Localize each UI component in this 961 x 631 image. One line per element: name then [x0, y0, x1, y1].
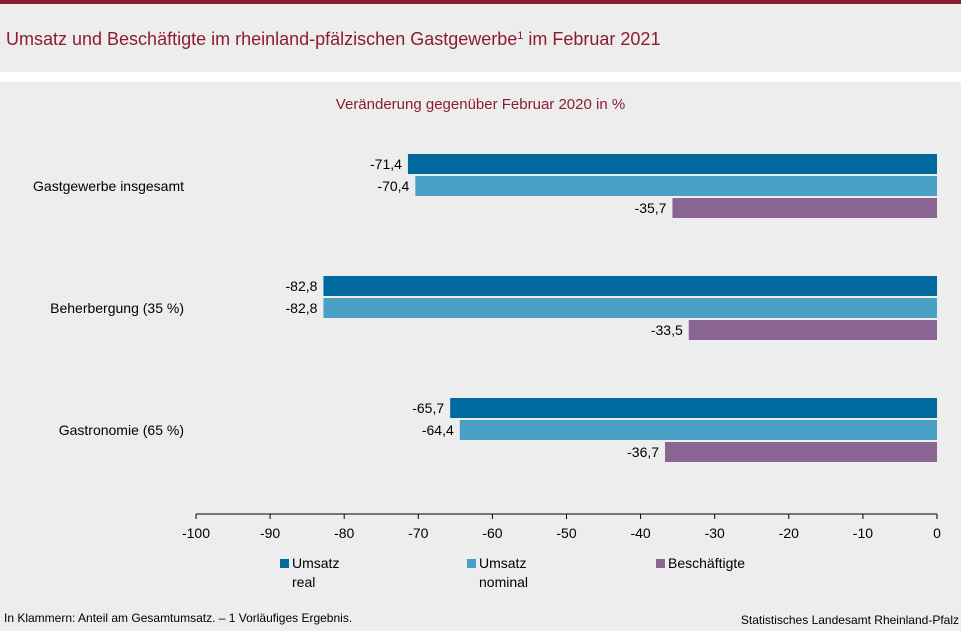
data-label: -82,8 — [286, 300, 318, 316]
chart-subtitle: Veränderung gegenüber Februar 2020 in % — [0, 96, 961, 113]
footnote: In Klammern: Anteil am Gesamtumsatz. – 1… — [4, 611, 353, 625]
bar — [323, 298, 937, 318]
bar — [688, 320, 937, 340]
bar — [459, 420, 937, 440]
x-tick-label: -30 — [705, 525, 725, 541]
legend-swatch-umsatz-nominal — [467, 559, 476, 568]
category-label: Gastronomie (65 %) — [59, 422, 184, 438]
x-tick-label: -40 — [630, 525, 650, 541]
legend-label-beschaeftigte: Beschäftigte — [668, 555, 746, 571]
bar — [665, 442, 937, 462]
title-main: Umsatz und Beschäftigte im rheinland-pfä… — [6, 29, 518, 49]
bar — [407, 154, 937, 174]
data-label: -33,5 — [651, 322, 683, 338]
legend-swatch-umsatz-real — [280, 559, 289, 568]
data-label: -71,4 — [370, 156, 402, 172]
x-tick-label: -50 — [556, 525, 576, 541]
x-tick-label: -20 — [779, 525, 799, 541]
source-credit: Statistisches Landesamt Rheinland-Pfalz — [740, 613, 959, 627]
x-tick-label: -100 — [182, 525, 210, 541]
bar — [415, 176, 937, 196]
x-tick-label: -90 — [260, 525, 280, 541]
bar — [672, 198, 937, 218]
chart-title: Umsatz und Beschäftigte im rheinland-pfä… — [6, 29, 660, 50]
x-tick-label: -10 — [853, 525, 873, 541]
data-label: -36,7 — [627, 444, 659, 460]
x-tick-label: -80 — [334, 525, 354, 541]
category-label: Gastgewerbe insgesamt — [33, 178, 184, 194]
x-tick-label: -70 — [408, 525, 428, 541]
title-footnote-mark: 1 — [517, 30, 524, 42]
category-label: Beherbergung (35 %) — [50, 300, 184, 316]
legend-swatch-beschaeftigte — [656, 559, 665, 568]
data-label: -64,4 — [422, 422, 454, 438]
x-tick-label: -60 — [482, 525, 502, 541]
bar — [450, 398, 937, 418]
bar — [323, 276, 937, 296]
x-tick-label: 0 — [933, 525, 941, 541]
title-suffix: im Februar 2021 — [523, 29, 661, 49]
top-accent-bar — [0, 0, 961, 4]
data-label: -65,7 — [412, 400, 444, 416]
data-label: -82,8 — [286, 278, 318, 294]
data-label: -35,7 — [635, 200, 667, 216]
data-label: -70,4 — [377, 178, 409, 194]
legend-label-umsatz-nominal: Umsatz nominal — [479, 555, 529, 590]
chart-subtitle-text: Veränderung gegenüber Februar 2020 in % — [335, 96, 626, 113]
legend-label-umsatz-real: Umsatz real — [292, 555, 340, 590]
header: Umsatz und Beschäftigte im rheinland-pfä… — [0, 4, 961, 72]
header-separator — [0, 72, 961, 82]
